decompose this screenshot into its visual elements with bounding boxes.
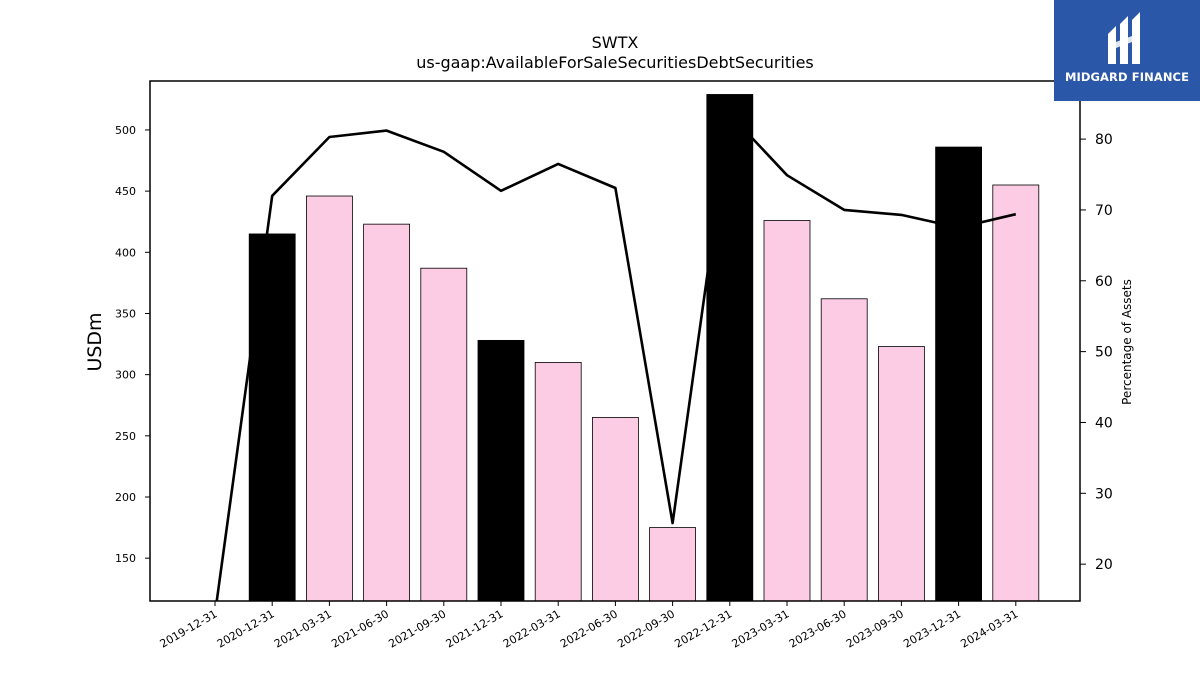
chart-subtitle: us-gaap:AvailableForSaleSecuritiesDebtSe… — [416, 53, 814, 72]
bar-2023-06-30 — [820, 298, 868, 601]
x-tick-label: 2019-12-31 — [158, 607, 220, 650]
x-tick-label: 2022-12-31 — [672, 607, 734, 650]
y-tick-label: 200 — [115, 491, 136, 504]
midgard-logo-icon — [1108, 12, 1140, 64]
y2-tick-label: 40 — [1095, 415, 1113, 431]
y2-tick-label: 60 — [1095, 274, 1113, 290]
x-tick-label: 2024-03-31 — [958, 607, 1020, 650]
bar-2021-03-31 — [305, 195, 353, 601]
x-tick-label: 2022-09-30 — [615, 607, 677, 650]
logo-text: MIDGARD FINANCE — [1064, 70, 1190, 84]
y-tick-label: 450 — [115, 185, 136, 198]
bar-2023-03-31 — [763, 220, 811, 601]
y2-axis-label: Percentage of Assets — [1120, 279, 1134, 405]
bar-group — [248, 94, 1040, 601]
y2-tick-label: 80 — [1095, 132, 1113, 148]
x-tick-label: 2023-12-31 — [901, 607, 963, 650]
bar-2021-09-30 — [420, 267, 468, 601]
y-axis-label: USDm — [84, 312, 106, 371]
line-group — [215, 113, 1017, 601]
bar-2022-03-31 — [534, 362, 582, 601]
x-tick-label: 2021-06-30 — [329, 607, 391, 650]
y2-tick-label: 20 — [1095, 557, 1113, 573]
y-tick-label: 350 — [115, 307, 136, 320]
x-tick-label: 2021-12-31 — [444, 607, 506, 650]
bar-2021-12-31 — [477, 339, 525, 601]
bar-2022-09-30 — [649, 527, 696, 601]
y-tick-label: 400 — [115, 246, 136, 259]
y-tick-label: 300 — [115, 369, 136, 382]
bar-2022-06-30 — [592, 417, 639, 601]
x-tick-label: 2023-06-30 — [787, 607, 849, 650]
percentage-line — [215, 113, 1017, 601]
bar-2024-03-31 — [992, 184, 1040, 601]
bar-2023-12-31 — [935, 146, 982, 601]
x-tick-label: 2020-12-31 — [215, 607, 277, 650]
bar-2023-09-30 — [878, 346, 925, 601]
brand-logo: MIDGARD FINANCE — [1054, 0, 1200, 101]
bar-2021-06-30 — [363, 223, 411, 601]
y-tick-label: 250 — [115, 430, 136, 443]
y2-tick-label: 50 — [1095, 345, 1113, 361]
y-tick-label: 500 — [115, 124, 136, 137]
x-tick-label: 2022-06-30 — [558, 607, 620, 650]
x-tick-label: 2023-09-30 — [844, 607, 906, 650]
x-tick-label: 2021-03-31 — [272, 607, 334, 650]
chart-title: SWTX — [592, 33, 639, 52]
x-tick-label: 2022-03-31 — [501, 607, 563, 650]
x-tick-label: 2023-03-31 — [730, 607, 792, 650]
y-tick-label: 150 — [115, 552, 136, 565]
y2-tick-label: 70 — [1095, 203, 1113, 219]
x-tick-label: 2021-09-30 — [386, 607, 448, 650]
bar-2022-12-31 — [706, 94, 754, 601]
bar-2020-12-31 — [248, 233, 296, 601]
y2-tick-label: 30 — [1095, 486, 1113, 502]
